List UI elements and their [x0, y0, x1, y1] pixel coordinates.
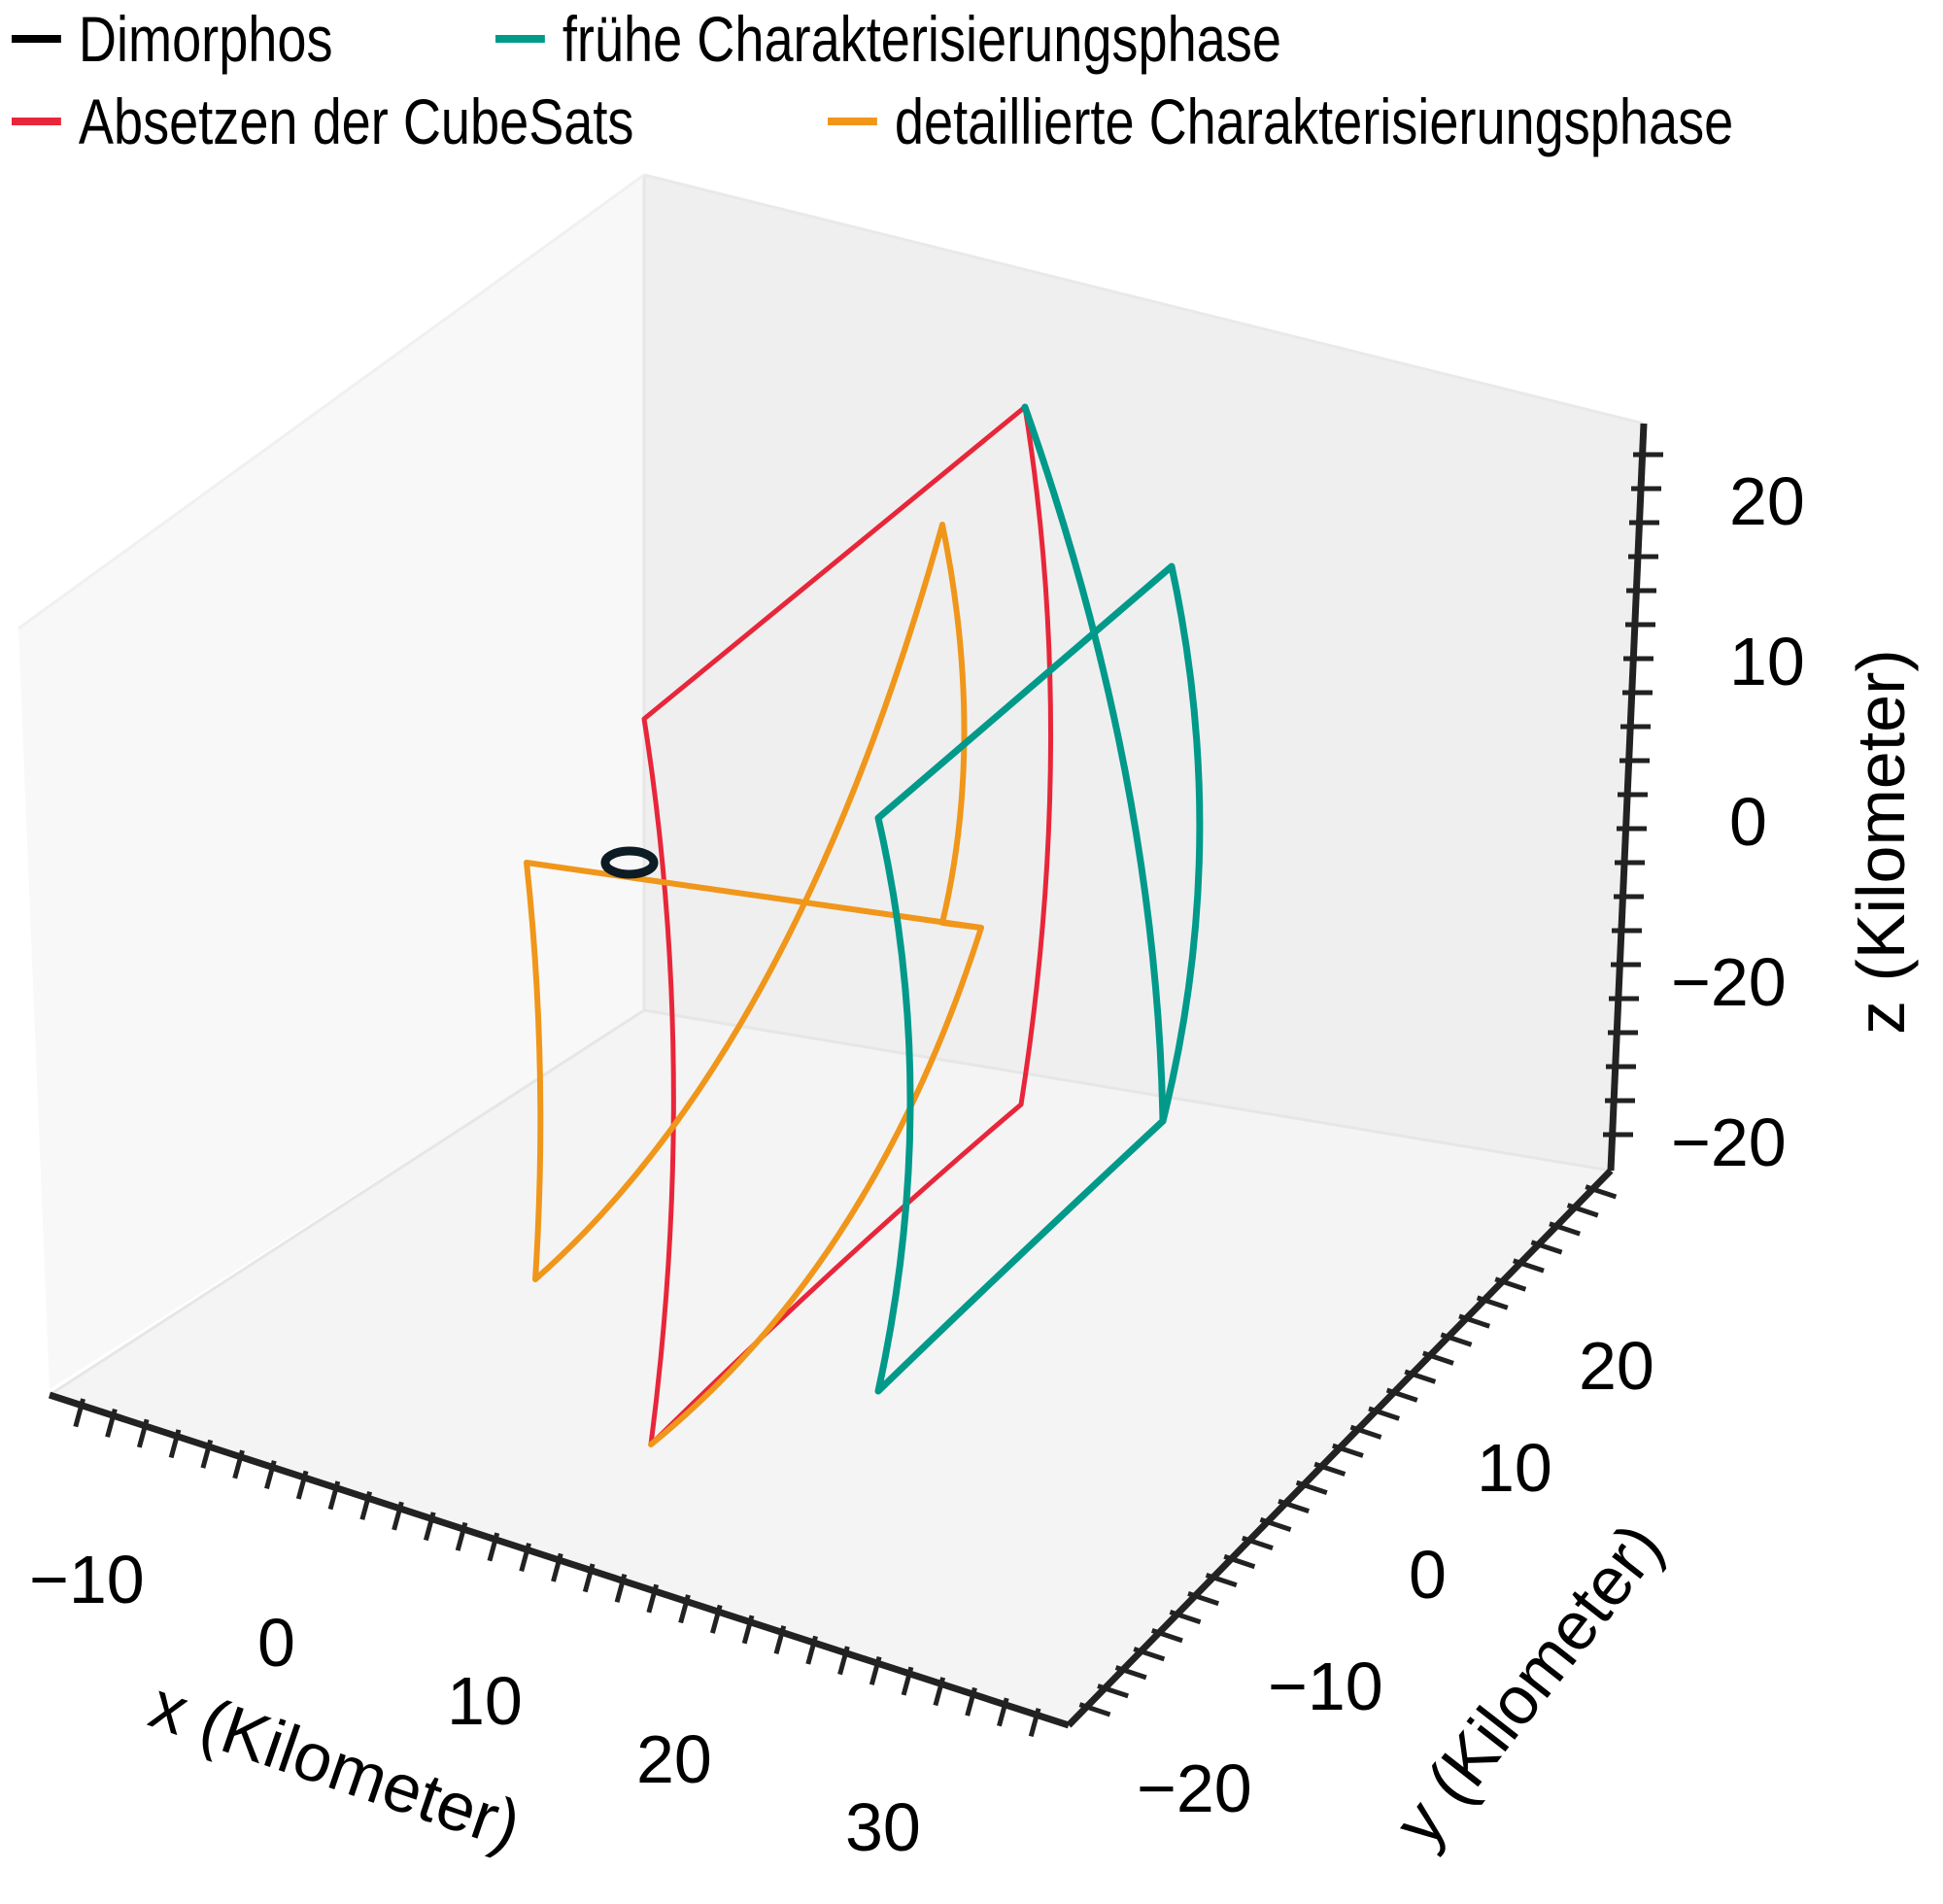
legend-label: Dimorphos	[78, 3, 333, 75]
x-tick-label: −10	[29, 1542, 145, 1617]
z-tick-label: −20	[1671, 944, 1787, 1020]
z-axis-ticks	[1603, 452, 1663, 1138]
trajectory-detailed-phase	[524, 522, 984, 1282]
x-axis-ticks	[73, 1398, 1041, 1738]
legend-swatch-black	[12, 35, 61, 43]
trajectory-detailed-phase	[524, 860, 984, 1447]
pane-edge	[643, 1008, 1612, 1173]
y-tick-label: −10	[1268, 1649, 1383, 1724]
trajectory-cubesats	[641, 404, 1054, 1447]
pane-edge	[49, 1008, 645, 1397]
legend-label: frühe Charakterisierungsphase	[562, 3, 1281, 75]
back-pane	[644, 175, 1644, 1171]
z-axis: 20 10 0 −20 −20 z (Kilometer)	[1603, 423, 1919, 1180]
x-tick-label: 20	[636, 1721, 712, 1797]
trajectory-early-phase	[1021, 403, 1167, 1125]
z-tick-label: 20	[1729, 463, 1805, 539]
x-tick-label: 0	[257, 1605, 295, 1681]
legend-label: Absetzen der CubeSats	[78, 85, 634, 157]
legend-label: detaillierte Charakterisierungsphase	[894, 85, 1734, 157]
pane-edge	[17, 173, 645, 630]
pane-edge	[643, 173, 1645, 425]
axes-panes	[17, 173, 1645, 1725]
dimorphos-marker	[600, 846, 659, 879]
floor-pane	[50, 1010, 1611, 1725]
legend-swatch-teal	[495, 35, 545, 43]
y-tick-label: −20	[1137, 1751, 1252, 1826]
legend-item-cubesats: Absetzen der CubeSats	[12, 85, 633, 158]
y-tick-label: 0	[1409, 1537, 1447, 1613]
legend-item-early-phase: frühe Charakterisierungsphase	[495, 2, 1281, 76]
legend-item-detailed-phase: detaillierte Charakterisierungsphase	[828, 85, 1733, 158]
x-tick-label: 10	[447, 1663, 523, 1739]
x-tick-label: 30	[845, 1789, 921, 1865]
trajectory-early-phase	[874, 562, 1204, 1395]
z-tick-label: 10	[1729, 624, 1805, 699]
legend-swatch-orange	[828, 118, 877, 125]
trajectories	[524, 403, 1204, 1447]
chart-legend: Dimorphos frühe Charakterisierungsphase …	[0, 0, 1943, 165]
z-tick-label: 0	[1729, 784, 1767, 860]
legend-swatch-red	[12, 118, 61, 125]
y-tick-label: 10	[1477, 1430, 1552, 1506]
z-tick-label: −20	[1671, 1105, 1787, 1180]
left-pane	[18, 175, 644, 1389]
y-tick-label: 20	[1579, 1328, 1654, 1404]
legend-item-dimorphos: Dimorphos	[12, 2, 333, 76]
y-axis-ticks	[1078, 1184, 1618, 1717]
z-axis-label: z (Kilometer)	[1843, 649, 1919, 1035]
